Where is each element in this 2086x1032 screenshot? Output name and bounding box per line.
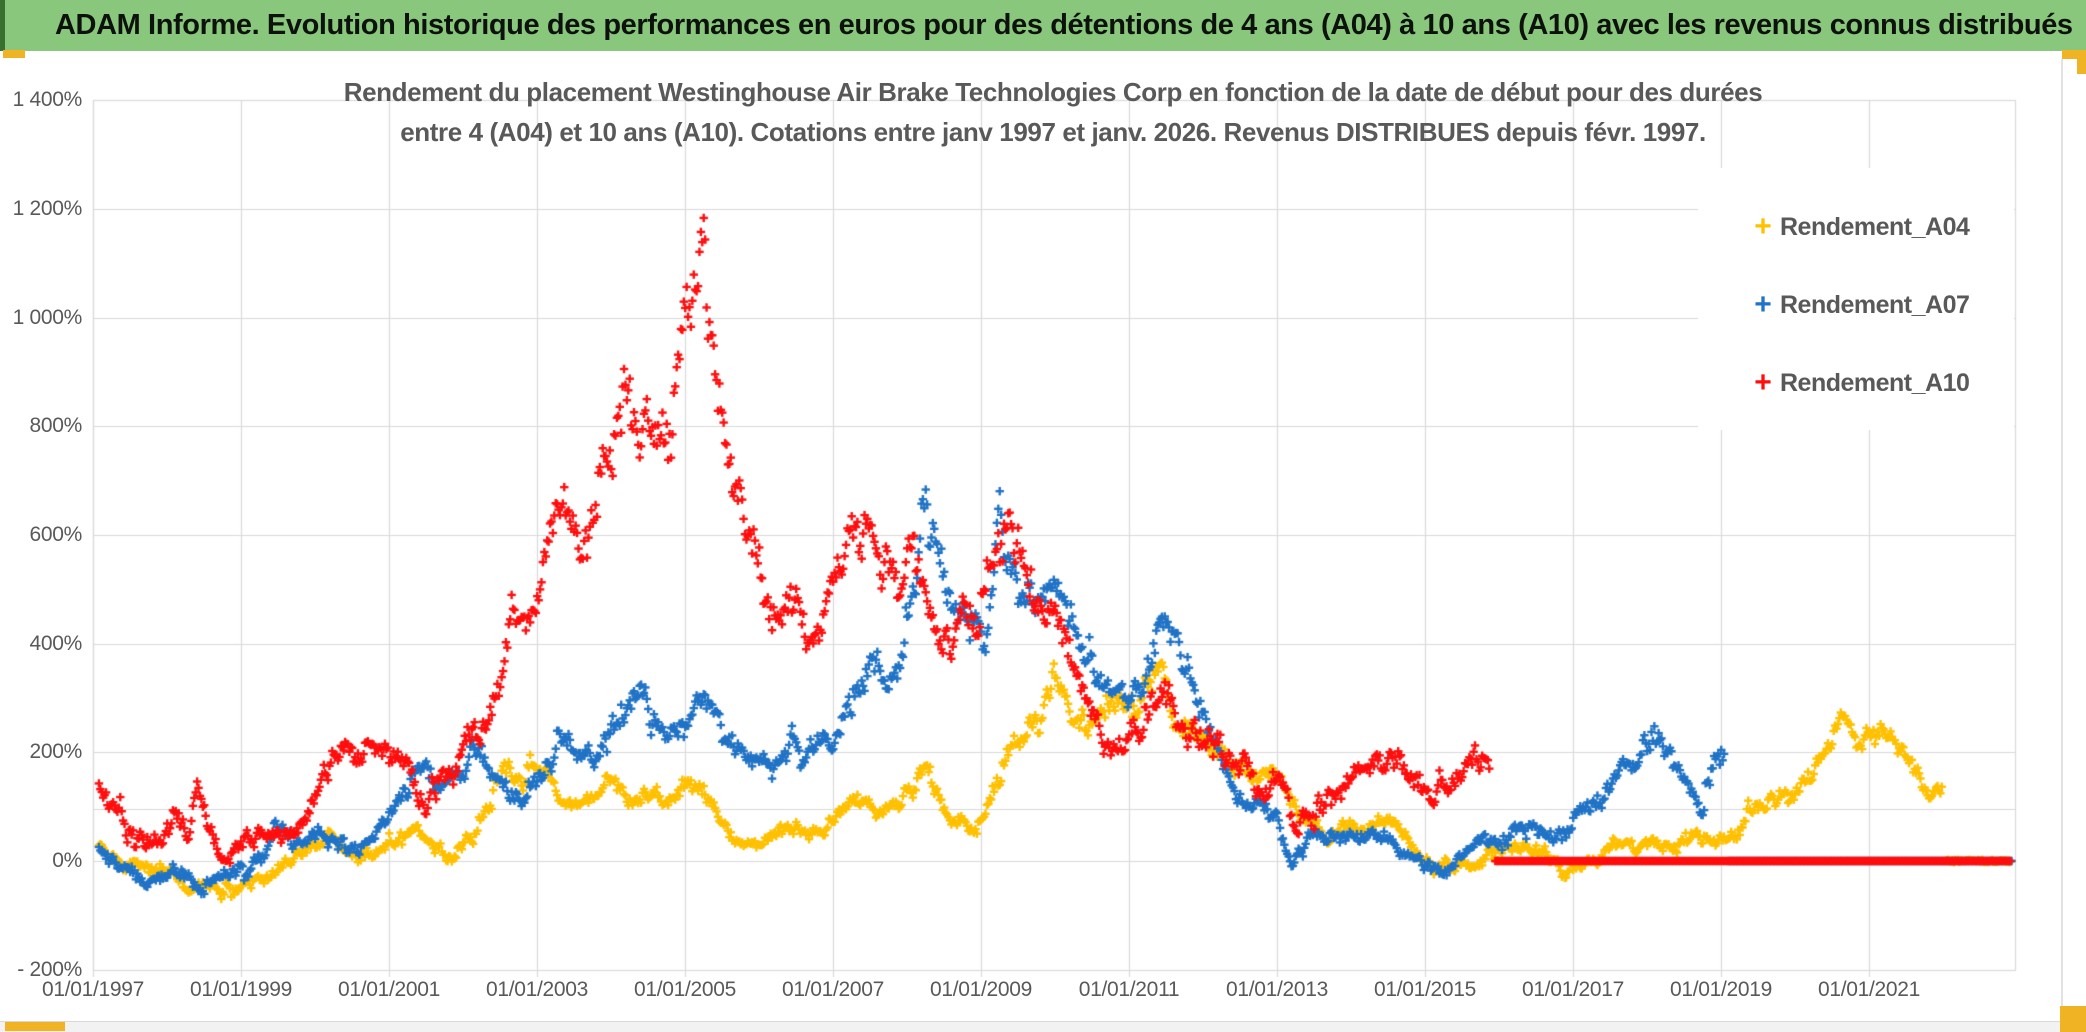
- x-tick-label: 01/01/2011: [1078, 978, 1180, 1001]
- x-tick-label: 01/01/1999: [189, 978, 293, 1001]
- bottom-scrollbar-thumb[interactable]: [5, 1022, 65, 1031]
- y-tick-label: 800%: [29, 414, 82, 438]
- plus-marker-icon: +: [1754, 366, 1772, 399]
- chart-legend: + Rendement_A04 + Rendement_A07 + Rendement_A…: [1698, 168, 2014, 430]
- x-tick-label: 01/01/2001: [337, 978, 441, 1001]
- x-tick-label: 01/01/2003: [485, 978, 589, 1001]
- chart-title-line2: entre 4 (A04) et 10 ans (A10). Cotations…: [400, 117, 1706, 147]
- x-tick-label: 01/01/2021: [1817, 978, 1921, 1001]
- x-tick-label: 01/01/2007: [781, 978, 885, 1001]
- x-tick-label: 01/01/2013: [1225, 978, 1329, 1001]
- plus-marker-icon: +: [1754, 288, 1772, 321]
- x-tick-label: 01/01/2005: [633, 978, 737, 1001]
- x-tick-label: 01/01/2015: [1373, 978, 1477, 1001]
- y-tick-label: 0%: [52, 849, 82, 872]
- legend-item-rendement_a04[interactable]: + Rendement_A04: [1746, 210, 1970, 244]
- x-tick-label: 01/01/2017: [1521, 978, 1625, 1001]
- legend-label: Rendement_A04: [1780, 212, 1970, 241]
- legend-item-rendement_a10[interactable]: + Rendement_A10: [1746, 366, 1970, 400]
- y-tick-label: 1 000%: [12, 305, 83, 329]
- legend-item-rendement_a07[interactable]: + Rendement_A07: [1746, 288, 1970, 322]
- x-tick-label: 01/01/1997: [41, 978, 145, 1001]
- chart-title: Rendement du placement Westinghouse Air …: [93, 72, 2013, 152]
- legend-label: Rendement_A07: [1780, 290, 1970, 319]
- y-tick-label: 400%: [29, 631, 82, 655]
- x-tick-label: 01/01/2009: [929, 978, 1033, 1001]
- bottom-scrollbar-track[interactable]: [0, 1021, 2086, 1032]
- plus-marker-icon: +: [1754, 210, 1772, 243]
- x-tick-label: 01/01/2019: [1669, 978, 1773, 1001]
- y-tick-label: 1 200%: [12, 196, 83, 220]
- chart-title-line1: Rendement du placement Westinghouse Air …: [343, 77, 1763, 107]
- legend-label: Rendement_A10: [1780, 368, 1970, 397]
- gold-accent-bottom-right: [2060, 1006, 2086, 1032]
- y-tick-label: 200%: [29, 740, 82, 764]
- y-tick-label: 600%: [29, 522, 82, 546]
- y-tick-label: - 200%: [17, 957, 82, 981]
- y-tick-label: 1 400%: [12, 88, 83, 112]
